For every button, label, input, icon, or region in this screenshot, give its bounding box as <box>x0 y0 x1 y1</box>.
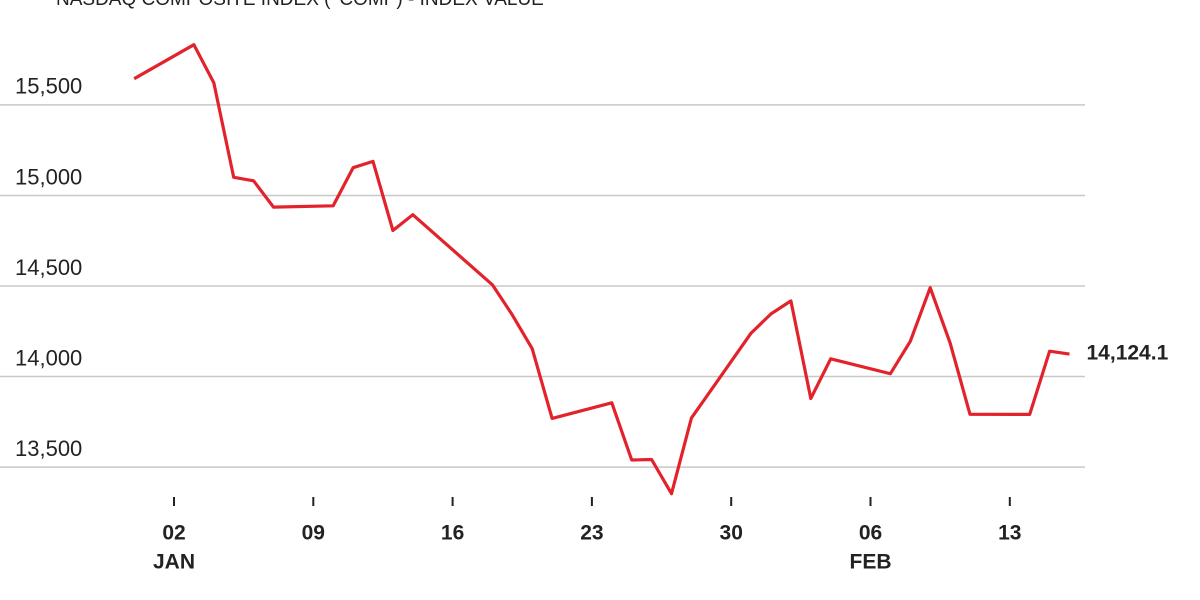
x-tick-label: 13 <box>998 522 1021 545</box>
y-tick-label: 14,500 <box>15 255 82 280</box>
last-value-label: 14,124.1 <box>1087 342 1169 365</box>
y-tick-label: 13,500 <box>15 436 82 461</box>
y-tick-label: 15,500 <box>15 74 82 99</box>
chart-title: NASDAQ COMPOSITE INDEX (^COMP) - INDEX V… <box>56 0 544 10</box>
y-tick-label: 15,000 <box>15 164 82 189</box>
x-month-label: JAN <box>153 551 195 574</box>
x-tick-label: 06 <box>859 522 882 545</box>
x-tick-label: 23 <box>580 522 603 545</box>
x-tick-label: 30 <box>720 522 743 545</box>
data-line <box>133 43 1070 496</box>
x-tick-label: 16 <box>441 522 464 545</box>
x-tick-label: 02 <box>162 522 185 545</box>
y-tick-label: 14,000 <box>15 345 82 370</box>
x-month-label: FEB <box>850 551 892 574</box>
x-tick-label: 09 <box>302 522 325 545</box>
